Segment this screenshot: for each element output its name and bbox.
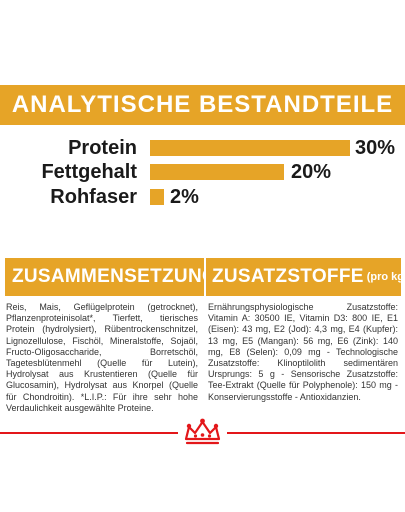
nutrient-row-protein: Protein 30% (0, 136, 405, 160)
analysis-title-band: ANALYTISCHE BESTANDTEILE (0, 85, 405, 125)
top-strip (0, 0, 405, 20)
composition-heading-band: ZUSAMMENSETZUNG (5, 258, 217, 296)
nutrient-bar (150, 140, 350, 156)
royal-canin-crown-icon (184, 418, 221, 445)
analysis-title: ANALYTISCHE BESTANDTEILE (11, 91, 394, 118)
composition-text: Reis, Mais, Geflügelprotein (getrocknet)… (6, 302, 198, 413)
additives-heading-band: ZUSATZSTOFFE (pro kg) (206, 258, 405, 296)
nutrient-value: 20% (291, 161, 332, 183)
brand-red-line-left (0, 432, 178, 434)
composition-heading: ZUSAMMENSETZUNG (12, 266, 218, 287)
nutrient-label: Fettgehalt (41, 161, 137, 183)
additives-heading: ZUSATZSTOFFE (212, 266, 364, 287)
nutrient-label: Rohfaser (50, 186, 137, 208)
nutrient-row-fettgehalt: Fettgehalt 20% (0, 160, 405, 184)
additives-unit: (pro kg) (366, 271, 405, 283)
nutrient-value: 30% (355, 137, 396, 159)
brand-red-line-right (227, 432, 405, 434)
additives-text: Ernährungsphysiologische Zusatzstoffe: V… (208, 302, 398, 402)
nutrient-bar (150, 164, 284, 180)
nutrient-bar (150, 189, 164, 205)
nutrient-row-rohfaser: Rohfaser 2% (0, 185, 405, 209)
nutrient-value: 2% (170, 186, 199, 208)
nutrient-label: Protein (68, 137, 137, 159)
